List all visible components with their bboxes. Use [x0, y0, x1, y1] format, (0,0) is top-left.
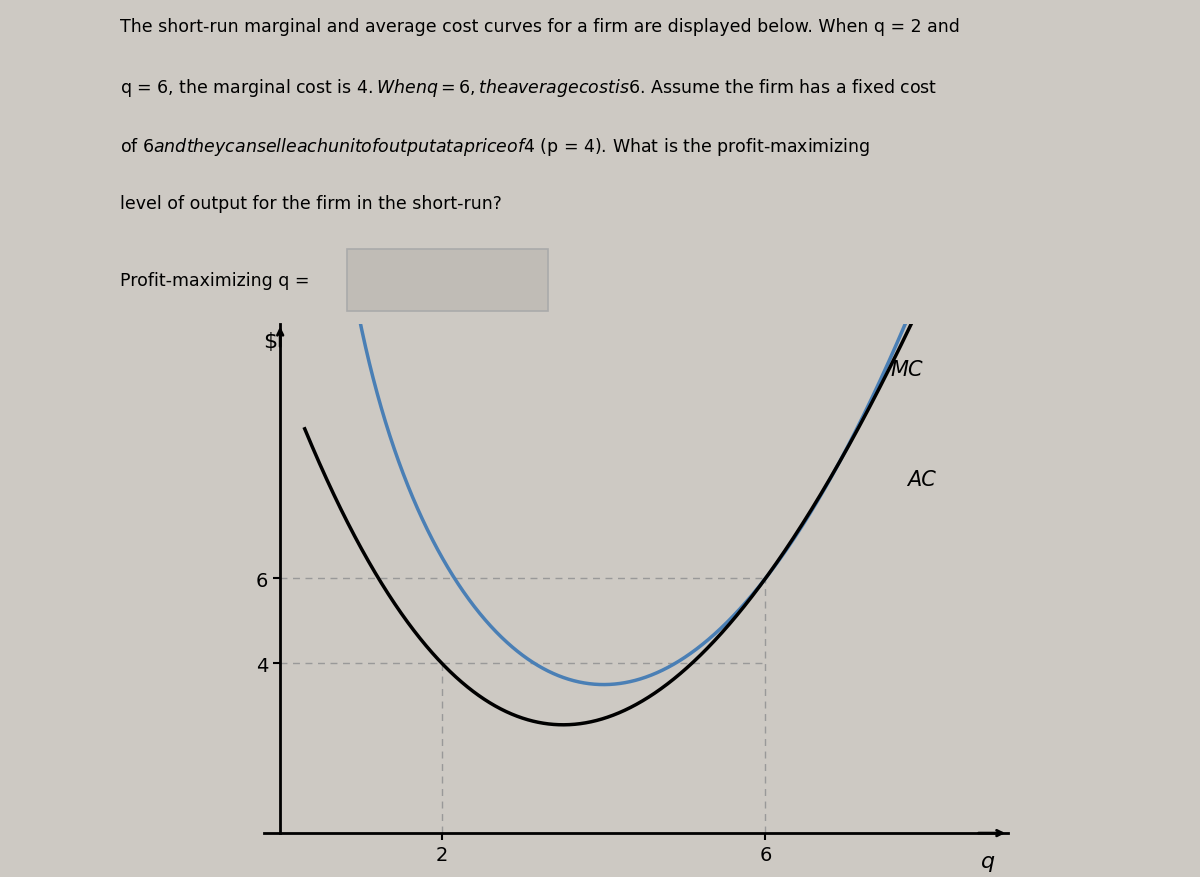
- Text: q = 6, the marginal cost is $4. When q = 6, the average cost is $6. Assume the f: q = 6, the marginal cost is $4. When q =…: [120, 76, 937, 98]
- FancyBboxPatch shape: [347, 250, 547, 311]
- Text: Profit-maximizing q =: Profit-maximizing q =: [120, 272, 310, 289]
- Text: AC: AC: [907, 469, 936, 489]
- Text: $: $: [263, 332, 277, 352]
- Text: q: q: [980, 851, 995, 871]
- Text: The short-run marginal and average cost curves for a firm are displayed below. W: The short-run marginal and average cost …: [120, 18, 960, 36]
- Text: MC: MC: [890, 360, 923, 380]
- Text: level of output for the firm in the short-run?: level of output for the firm in the shor…: [120, 195, 502, 212]
- Text: of $6 and they can sell each unit of output at a price of $4 (p = 4). What is th: of $6 and they can sell each unit of out…: [120, 135, 870, 157]
